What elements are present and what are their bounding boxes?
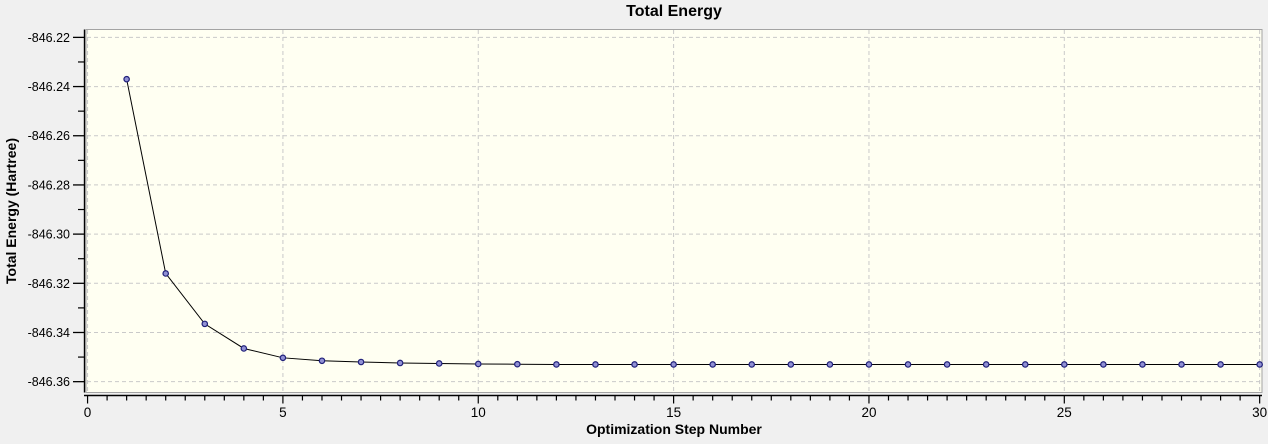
data-point	[240, 345, 248, 352]
data-point	[1100, 361, 1107, 368]
data-point	[1139, 361, 1146, 368]
data-point	[670, 361, 677, 368]
y-tick-label: -846.30	[28, 228, 70, 242]
y-tick-label: -846.32	[28, 277, 70, 291]
data-point	[631, 361, 638, 368]
data-point	[904, 361, 912, 368]
series-line	[126, 79, 1260, 365]
x-tick-label: 0	[84, 405, 92, 420]
y-tick-label: -846.24	[28, 80, 70, 94]
data-point	[1021, 361, 1029, 368]
data-point	[162, 270, 170, 277]
y-tick-label: -846.22	[28, 31, 70, 45]
x-axis-title: Optimization Step Number	[586, 421, 762, 437]
data-point	[748, 361, 756, 368]
data-point	[1217, 361, 1224, 368]
x-tick-label: 20	[861, 405, 876, 420]
data-point	[826, 361, 834, 368]
data-point	[201, 320, 209, 328]
data-point	[435, 360, 443, 367]
data-point	[123, 75, 130, 83]
data-point	[396, 359, 404, 367]
data-point	[865, 361, 873, 368]
x-tick-label: 25	[1057, 405, 1072, 420]
data-point	[709, 361, 716, 368]
y-tick-label: -846.34	[28, 326, 70, 340]
data-point	[279, 354, 287, 362]
chart-title: Total Energy	[626, 3, 722, 20]
data-point	[514, 360, 521, 368]
data-point	[553, 361, 560, 368]
data-point	[982, 361, 990, 368]
data-point	[1256, 361, 1263, 368]
data-point	[318, 357, 326, 365]
y-tick-label: -846.26	[28, 129, 70, 143]
y-tick-label: -846.28	[28, 178, 70, 192]
data-point	[357, 358, 365, 366]
data-point	[787, 361, 795, 368]
x-tick-label: 10	[471, 405, 486, 420]
data-point	[943, 361, 951, 368]
y-axis-title: Total Energy (Hartree)	[3, 138, 19, 284]
x-tick-label: 15	[666, 405, 681, 420]
x-tick-label: 5	[279, 405, 287, 420]
data-point	[474, 360, 482, 368]
x-tick-label: 30	[1252, 405, 1267, 420]
y-tick-label: -846.36	[28, 375, 70, 389]
data-point	[1178, 361, 1185, 368]
data-point	[1061, 361, 1068, 368]
data-point	[592, 361, 599, 368]
